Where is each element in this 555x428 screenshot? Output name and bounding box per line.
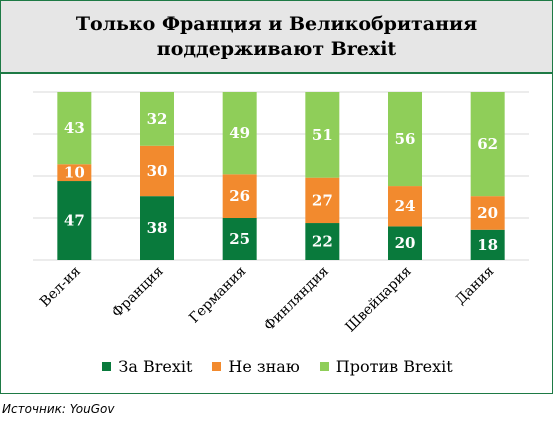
data-label-against: 51: [312, 126, 333, 144]
bar-against: [222, 92, 257, 175]
bar-for: [57, 181, 92, 260]
data-label-for: 18: [477, 236, 498, 254]
data-label-dont-know: 24: [395, 197, 416, 215]
legend: За Brexit Не знаю Против Brexit: [1, 353, 552, 379]
data-label-for: 20: [395, 234, 416, 252]
chart-title-line-1: Только Франция и Великобритания: [75, 12, 478, 35]
bar-dont-know: [57, 164, 92, 182]
legend-label-dont-know: Не знаю: [228, 356, 300, 376]
category-labels: Вел-ия Франция Германия Финляндия Швейцария Д…: [37, 263, 497, 335]
bar-against: [470, 92, 505, 197]
category-label: Швейцария: [343, 263, 415, 335]
legend-swatch-against: [319, 361, 329, 371]
bar-against: [57, 92, 92, 165]
bar-dont-know: [222, 174, 257, 218]
category-label: Дания: [453, 263, 498, 308]
data-label-against: 43: [64, 119, 85, 137]
data-label-dont-know: 26: [229, 187, 250, 205]
chart-header: Только Франция и Великобритания поддержи…: [1, 1, 552, 74]
legend-label-for: За Brexit: [118, 356, 193, 376]
data-label-against: 32: [147, 110, 168, 128]
legend-item-dont-know: Не знаю: [212, 356, 300, 376]
legend-item-for: За Brexit: [102, 357, 192, 376]
bar-for: [388, 226, 422, 260]
legend-swatch-for: [102, 361, 112, 371]
bar-dont-know: [140, 145, 174, 197]
category-label: Вел-ия: [37, 263, 84, 310]
category-label: Германия: [186, 263, 249, 326]
data-label-for: 47: [64, 212, 85, 230]
data-label-against: 56: [395, 130, 416, 148]
bar-for: [222, 218, 257, 260]
bar-against: [140, 92, 174, 146]
data-label-for: 25: [229, 230, 250, 248]
data-label-dont-know: 10: [64, 164, 85, 182]
source-note: Источник: YouGov: [2, 402, 115, 416]
data-label-dont-know: 27: [312, 191, 333, 209]
bar-for: [470, 229, 505, 260]
chart-title-line-2: поддерживают Brexit: [156, 37, 397, 60]
bars: [57, 92, 505, 260]
bar-against: [388, 92, 422, 187]
bar-for: [305, 223, 340, 260]
legend-swatch-dont-know: [212, 361, 222, 371]
data-label-dont-know: 20: [477, 204, 498, 222]
legend-label-against: Против Brexit: [335, 356, 453, 376]
data-label-for: 22: [312, 233, 333, 251]
data-label-against: 62: [477, 135, 498, 153]
category-label: Финляндия: [261, 263, 332, 334]
gridlines: [33, 91, 529, 261]
data-label-for: 38: [147, 219, 168, 237]
bar-for: [140, 196, 174, 260]
chart-frame: Только Франция и Великобритания поддержи…: [0, 0, 553, 394]
bar-against: [305, 92, 340, 178]
stacked-bar-chart: 47 10 43 38 30 32 25 26 49 22 27 51 20 24 56 18 20 62 Вел…: [33, 91, 529, 335]
data-label-against: 49: [229, 124, 250, 142]
legend-item-against: Против Brexit: [319, 356, 453, 376]
bar-dont-know: [470, 196, 505, 230]
bar-dont-know: [388, 186, 422, 227]
data-labels: 47 10 43 38 30 32 25 26 49 22 27 51 20 24 56 18 20 62: [64, 110, 498, 254]
bar-dont-know: [305, 177, 340, 224]
data-label-dont-know: 30: [147, 162, 168, 180]
category-label: Франция: [109, 263, 167, 321]
